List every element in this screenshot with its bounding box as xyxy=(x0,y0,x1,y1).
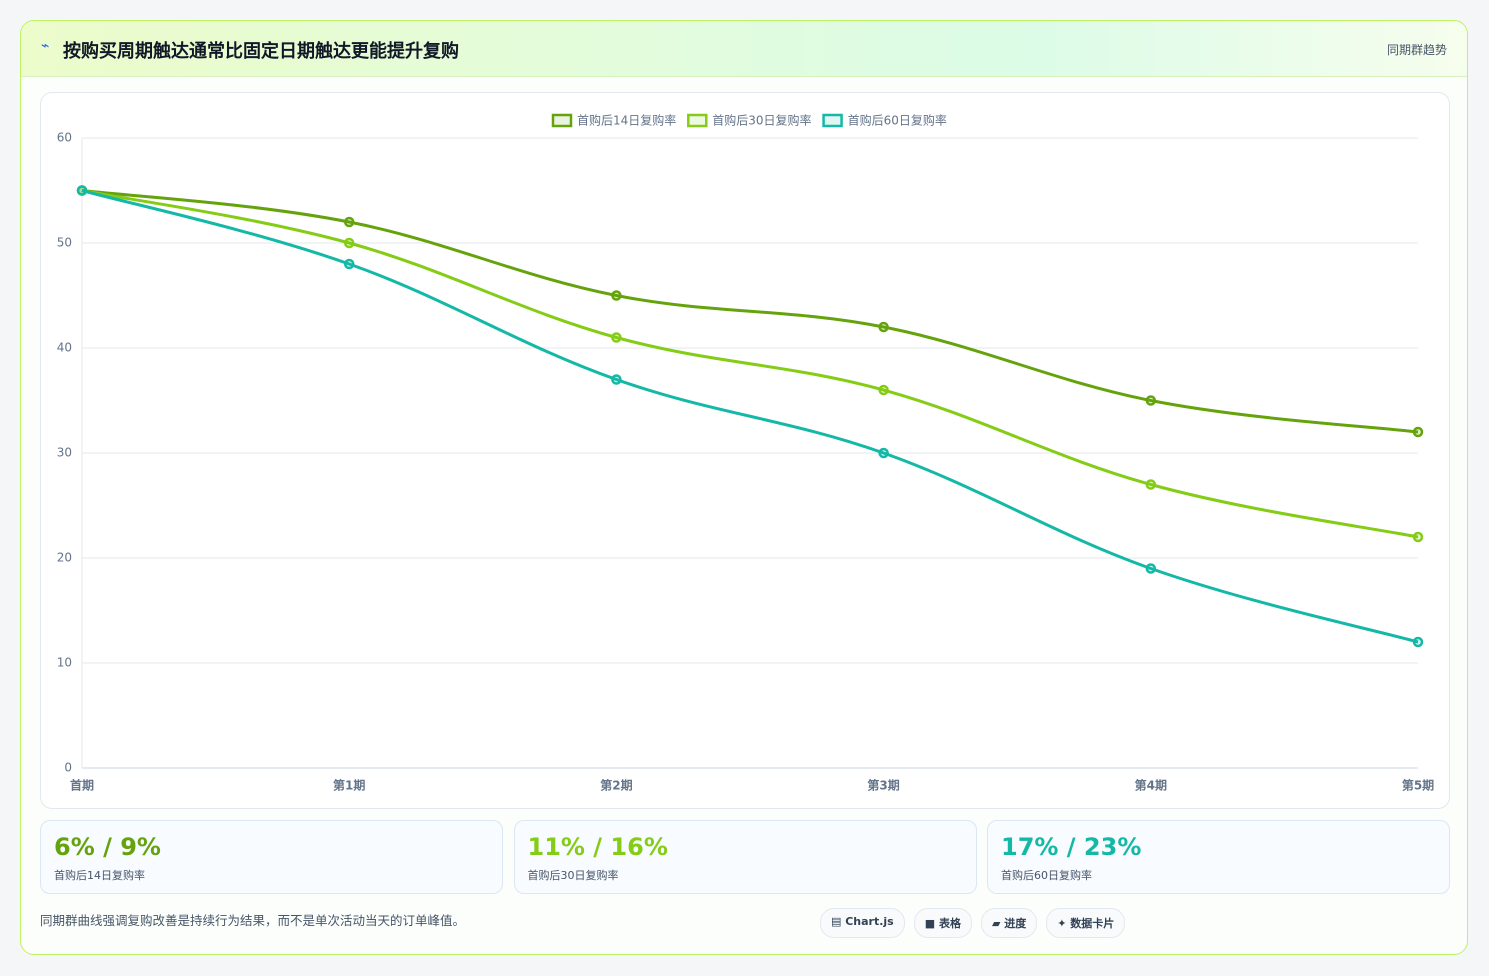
stat-card: 6% / 9% 首购后14日复购率 xyxy=(40,820,503,894)
data-point xyxy=(1412,531,1424,543)
x-tick-label: 第2期 xyxy=(600,778,632,793)
header-title: 按购买周期触达通常比固定日期触达更能提升复购 xyxy=(63,41,459,62)
y-tick-label: 10 xyxy=(57,656,72,670)
stat-label: 首购后30日复购率 xyxy=(527,869,619,882)
toggle-button[interactable]: ■ 表格 xyxy=(913,908,972,938)
data-point xyxy=(1145,563,1157,574)
y-tick-label: 60 xyxy=(57,131,72,145)
legend-label: 首购后30日复购率 xyxy=(712,113,811,128)
data-point xyxy=(1145,395,1157,406)
data-point xyxy=(611,374,622,385)
legend-swatch xyxy=(687,113,708,128)
series-line xyxy=(81,189,1419,644)
data-point xyxy=(611,290,622,301)
data-point xyxy=(878,447,889,459)
x-tick-label: 第5期 xyxy=(1402,778,1434,793)
stat-label: 首购后14日复购率 xyxy=(54,869,145,882)
y-tick-label: 40 xyxy=(57,341,72,355)
y-tick-label: 20 xyxy=(57,551,72,565)
y-tick-label: 30 xyxy=(57,446,72,460)
header-badge: 同期群趋势 xyxy=(1386,43,1447,57)
data-point xyxy=(1412,636,1424,648)
data-point xyxy=(343,237,355,249)
data-point xyxy=(343,258,355,270)
data-point xyxy=(343,216,355,228)
toggle-button[interactable]: ▰ 进度 xyxy=(980,908,1038,938)
header: ⌁ 按购买周期触达通常比固定日期触达更能提升复购 同期群趋势 xyxy=(21,21,1467,77)
toggle-button[interactable]: ✦ 数据卡片 xyxy=(1046,908,1126,938)
data-point xyxy=(878,321,889,333)
data-point xyxy=(878,384,889,396)
footer-note: 同期群曲线强调复购改善是持续行为结果，而不是单次活动当天的订单峰值。 xyxy=(40,913,466,928)
x-tick-label: 第1期 xyxy=(333,778,365,793)
legend-swatch xyxy=(551,113,573,128)
button-row: ▤ Chart.js ■ 表格 ▰ 进度 ✦ 数据卡片 xyxy=(820,908,1126,938)
chart-panel: 0 10 20 30 40 50 60 首期 第1期 第2期 第3期 第4期 第5期 首购后14日复购率首… xyxy=(40,92,1450,809)
series-line xyxy=(81,189,1419,539)
x-tick-label: 首期 xyxy=(70,778,94,793)
series-line xyxy=(81,189,1419,434)
data-point xyxy=(76,185,88,196)
legend-label: 首购后14日复购率 xyxy=(577,113,676,128)
stat-value: 17% / 23% xyxy=(1001,833,1142,861)
y-tick-label: 50 xyxy=(57,236,72,250)
stat-label: 首购后60日复购率 xyxy=(1001,869,1092,882)
stat-card: 17% / 23% 首购后60日复购率 xyxy=(987,820,1450,894)
data-point xyxy=(1412,426,1424,438)
toggle-button[interactable]: ▤ Chart.js xyxy=(820,908,905,938)
stat-card: 11% / 16% 首购后30日复购率 xyxy=(513,820,977,894)
data-point xyxy=(1145,479,1157,490)
x-tick-label: 第3期 xyxy=(867,778,899,793)
legend-swatch xyxy=(822,113,843,128)
x-tick-label: 第4期 xyxy=(1135,778,1167,793)
stat-value: 6% / 9% xyxy=(54,833,161,861)
legend-label: 首购后60日复购率 xyxy=(848,113,947,128)
y-tick-label: 0 xyxy=(64,761,72,775)
header-icon: ⌁ xyxy=(41,38,50,54)
chart: 0102030405060首期 第1期 第2期 第3期 第4期 第5期首购后14日复购率首… xyxy=(57,113,1434,793)
stat-value: 11% / 16% xyxy=(527,833,668,861)
data-point xyxy=(611,332,622,343)
legend: 首购后14日复购率 首购后30日复购率 首购后60日复购率 xyxy=(551,113,947,128)
dashboard-card: ⌁ 按购买周期触达通常比固定日期触达更能提升复购 同期群趋势 0 10 20 30 40… xyxy=(20,20,1468,955)
